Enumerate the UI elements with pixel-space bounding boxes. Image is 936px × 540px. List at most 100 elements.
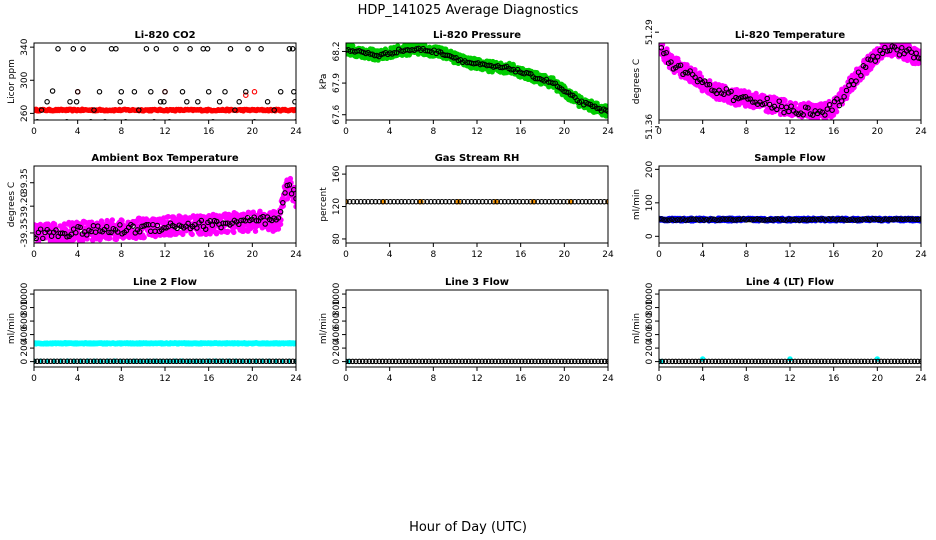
data-point	[291, 89, 296, 95]
x-tick-label: 8	[118, 250, 124, 260]
data-points	[34, 46, 296, 120]
data-point	[230, 358, 236, 365]
data-point	[446, 198, 453, 205]
x-tick-label: 16	[203, 127, 215, 137]
data-point	[824, 106, 831, 112]
data-point	[820, 216, 826, 222]
data-point	[748, 217, 755, 223]
data-point	[286, 46, 293, 52]
data-point	[848, 358, 855, 365]
data-point	[363, 358, 369, 365]
data-point	[232, 107, 238, 113]
data-point	[490, 198, 497, 205]
data-point	[553, 198, 560, 205]
data-point	[505, 358, 512, 365]
y-axis-label: ml/min	[632, 189, 642, 220]
data-point	[782, 358, 788, 365]
data-point	[730, 217, 736, 223]
data-point	[881, 216, 887, 222]
data-point	[706, 217, 713, 223]
data-point	[369, 198, 375, 205]
data-point	[250, 358, 256, 365]
data-point	[373, 358, 379, 365]
data-point	[209, 222, 216, 228]
data-point	[749, 99, 756, 105]
data-point	[852, 217, 858, 223]
data-point	[661, 50, 667, 57]
data-point	[578, 358, 585, 365]
data-point	[97, 358, 104, 365]
y-tick-label: 400	[20, 326, 30, 343]
data-point	[535, 358, 542, 365]
data-point	[835, 358, 841, 365]
data-point	[796, 217, 803, 223]
data-point	[854, 217, 861, 223]
data-point	[240, 358, 246, 365]
data-point	[379, 358, 386, 365]
data-point	[793, 217, 800, 223]
data-point	[868, 358, 875, 365]
data-point	[286, 358, 293, 365]
data-point	[751, 216, 758, 223]
data-point	[144, 358, 150, 365]
data-point	[735, 216, 742, 223]
data-point	[711, 216, 718, 223]
y-tick-label: 0	[645, 233, 655, 239]
data-point	[356, 358, 363, 365]
x-tick-label: 4	[700, 250, 706, 260]
data-point	[555, 358, 562, 365]
y-tick-label: 200	[645, 160, 655, 177]
data-point	[740, 216, 747, 222]
data-point	[103, 223, 110, 230]
data-point	[77, 224, 83, 231]
data-point	[601, 198, 608, 205]
data-point	[668, 53, 675, 59]
data-point	[527, 198, 534, 205]
data-point	[657, 36, 661, 40]
x-tick-label: 4	[700, 374, 706, 384]
data-point	[84, 236, 90, 242]
data-point	[891, 358, 898, 365]
data-point	[353, 358, 359, 365]
data-point	[134, 358, 140, 365]
data-point	[849, 216, 855, 222]
data-point	[532, 358, 538, 365]
data-point	[709, 216, 715, 222]
data-point	[486, 62, 492, 69]
data-point	[200, 46, 206, 52]
data-point	[37, 226, 44, 232]
data-point	[911, 358, 918, 365]
x-tick-label: 4	[387, 127, 393, 137]
data-point	[429, 358, 435, 365]
data-point	[61, 358, 67, 365]
data-point	[117, 358, 123, 365]
data-point	[879, 50, 886, 57]
data-point	[594, 105, 600, 112]
data-point	[759, 101, 766, 108]
panel-title: Line 2 Flow	[133, 277, 197, 288]
data-point	[64, 234, 70, 240]
data-point	[90, 358, 97, 365]
data-point	[346, 198, 349, 205]
data-point	[745, 358, 752, 365]
data-point	[153, 46, 160, 52]
data-point	[502, 358, 508, 365]
data-point	[894, 47, 900, 53]
data-point	[815, 217, 821, 223]
x-tick-label: 20	[247, 250, 259, 260]
data-point	[131, 89, 138, 95]
data-point	[778, 358, 785, 365]
data-point	[756, 216, 763, 223]
x-tick-label: 16	[828, 127, 840, 137]
data-point	[891, 216, 898, 222]
data-point	[801, 216, 808, 223]
data-point	[252, 228, 259, 234]
data-point	[705, 358, 712, 365]
data-point	[420, 198, 427, 205]
data-point	[838, 98, 845, 104]
data-point	[180, 231, 186, 238]
data-point	[754, 216, 760, 222]
data-point	[457, 198, 464, 205]
panel-title: Line 3 Flow	[445, 277, 509, 288]
data-point	[564, 198, 571, 205]
